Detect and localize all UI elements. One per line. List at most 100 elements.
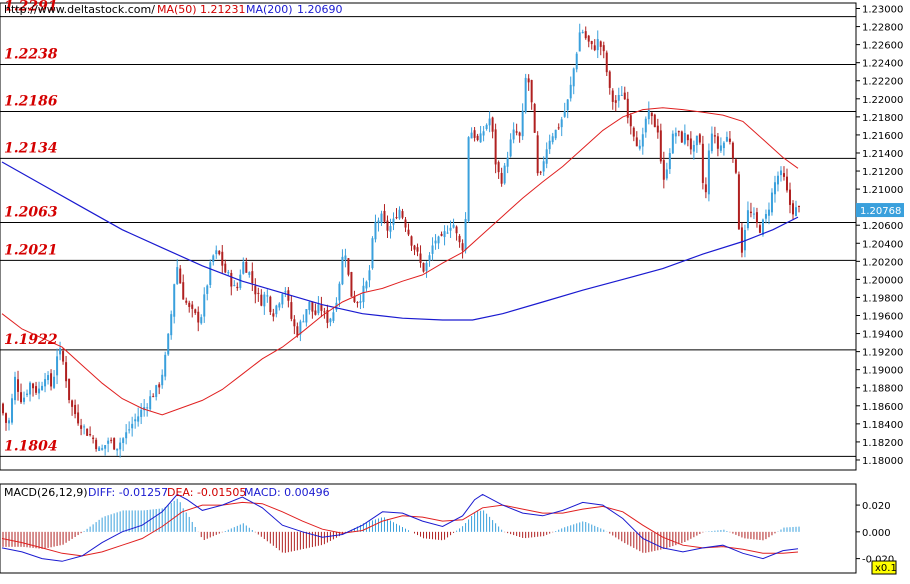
candle-body xyxy=(521,110,524,137)
price-tick-label-6: 1.21800 xyxy=(862,113,903,124)
ma200-value: 1.20690 xyxy=(297,3,343,16)
price-tick-label-25: 1.18000 xyxy=(862,456,903,467)
price-tick-label-21: 1.18800 xyxy=(862,384,903,395)
macd-tick-label-2: -0.020 xyxy=(862,555,894,566)
level-label-1: 1.2238 xyxy=(4,46,58,62)
candle-body xyxy=(101,448,104,450)
price-tick-label-20: 1.19000 xyxy=(862,366,903,377)
candle-body xyxy=(479,133,482,143)
price-tick-label-9: 1.21200 xyxy=(862,167,903,178)
candle-body xyxy=(158,384,161,388)
candle-body xyxy=(767,209,770,216)
candle-body xyxy=(542,161,545,172)
candle-body xyxy=(395,217,398,219)
candle-body xyxy=(386,220,389,231)
candle-body xyxy=(143,406,146,411)
candle-body xyxy=(500,172,503,184)
candle-body xyxy=(608,71,611,88)
ma200-line xyxy=(1,161,799,321)
candle-body xyxy=(602,45,605,52)
candle-body xyxy=(740,227,743,253)
candle-body xyxy=(368,270,371,281)
price-tick-label-8: 1.21400 xyxy=(862,149,903,160)
candle-body xyxy=(671,133,674,154)
zoom-badge-text[interactable]: x0.1 xyxy=(875,563,897,574)
candle-body xyxy=(77,412,80,424)
candle-body xyxy=(65,362,68,382)
candle-body xyxy=(35,386,38,393)
price-tick-label-5: 1.22000 xyxy=(862,95,903,106)
candle-body xyxy=(251,271,254,284)
candle-body xyxy=(737,174,740,230)
price-tick-label-24: 1.18200 xyxy=(862,438,903,449)
candle-body xyxy=(413,245,416,250)
candle-body xyxy=(668,153,671,170)
candle-body xyxy=(794,207,797,217)
candle-body xyxy=(590,41,593,45)
candle-body xyxy=(263,294,266,307)
price-tick-label-1: 1.22800 xyxy=(862,23,903,34)
candle-body xyxy=(302,321,305,323)
candle-body xyxy=(788,189,791,205)
candle-body xyxy=(734,159,737,173)
price-tick-label-19: 1.19200 xyxy=(862,348,903,359)
candle-body xyxy=(131,423,134,429)
candle-body xyxy=(266,295,269,297)
candle-body xyxy=(503,165,506,184)
candle-body xyxy=(44,379,47,387)
candle-body xyxy=(233,285,236,287)
candle-body xyxy=(431,245,434,254)
candle-body xyxy=(647,110,650,120)
macd-value-label: MACD: 0.00496 xyxy=(244,486,330,499)
support-resistance-lines xyxy=(0,16,856,457)
candle-body xyxy=(26,393,29,396)
site-url[interactable]: http://www.deltastock.com/ xyxy=(4,3,155,16)
candle-body xyxy=(161,374,164,386)
candle-body xyxy=(206,285,209,294)
candle-body xyxy=(89,434,92,436)
candle-body xyxy=(677,131,680,133)
candle-body xyxy=(755,212,758,224)
candle-body xyxy=(230,272,233,287)
candle-body xyxy=(572,68,575,87)
candle-body xyxy=(716,136,719,149)
macd-title: MACD(26,12,9) xyxy=(4,486,88,499)
candle-body xyxy=(287,290,290,301)
candle-body xyxy=(659,130,662,162)
candle-body xyxy=(407,229,410,235)
macd-tick-label-1: 0.000 xyxy=(862,528,891,539)
candle-body xyxy=(176,267,179,284)
candle-body xyxy=(74,404,77,415)
candle-body xyxy=(194,309,197,313)
candle-body xyxy=(248,272,251,275)
candle-body xyxy=(554,129,557,139)
candle-body xyxy=(695,135,698,146)
candle-body xyxy=(293,319,296,327)
candle-body xyxy=(404,219,407,228)
candle-body xyxy=(86,428,89,436)
candle-body xyxy=(173,284,176,317)
candle-body xyxy=(254,285,257,295)
candle-body xyxy=(482,131,485,136)
candle-body xyxy=(170,314,173,336)
price-tick-label-17: 1.19600 xyxy=(862,312,903,323)
candle-body xyxy=(188,302,191,307)
candle-body xyxy=(686,134,689,141)
zoom-badge[interactable]: x0.1 xyxy=(871,560,897,575)
candle-body xyxy=(461,243,464,251)
candle-body xyxy=(299,321,302,335)
candle-body xyxy=(311,301,314,312)
candle-body xyxy=(326,309,329,323)
candle-body xyxy=(632,127,635,137)
macd-panel-frame xyxy=(0,483,857,574)
candle-body xyxy=(539,171,542,173)
candle-body xyxy=(359,301,362,303)
candle-body xyxy=(776,175,779,185)
candle-body xyxy=(371,238,374,269)
candle-body xyxy=(278,303,281,308)
candle-body xyxy=(215,250,218,255)
candle-body xyxy=(275,305,278,315)
candle-body xyxy=(353,296,356,302)
candle-body xyxy=(527,78,530,83)
candle-body xyxy=(689,138,692,150)
